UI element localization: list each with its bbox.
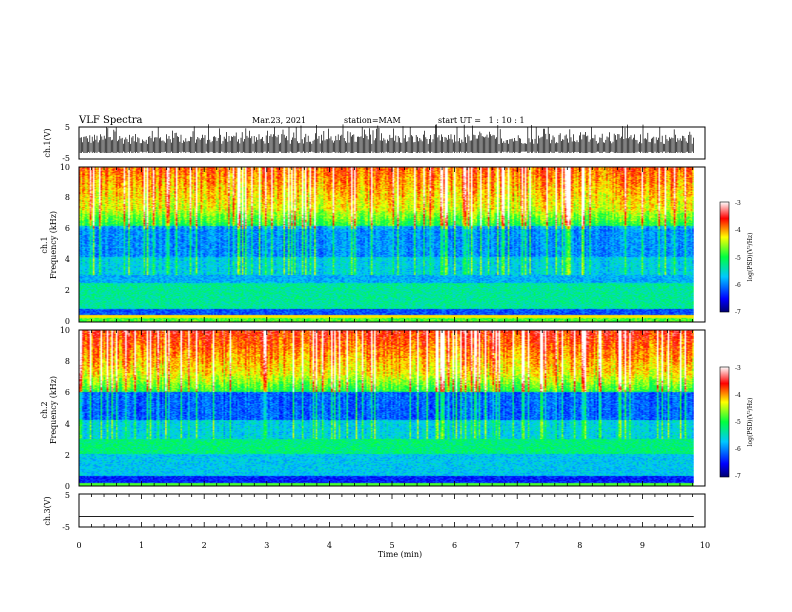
ch2-ytick-8: 8 xyxy=(65,357,70,366)
ch2-spectrogram-panel: 0 2 4 6 8 10 ch.2 Frequency (kHz) -3 -4 … xyxy=(40,326,754,491)
ch1-waveform-spikes xyxy=(78,124,694,153)
ch2-colorbar-tick-m4: -4 xyxy=(735,392,741,399)
ch3-waveform-ytick-bottom: -5 xyxy=(62,523,70,532)
x-tick-label: 5 xyxy=(389,541,394,550)
ch1-ytick-4: 4 xyxy=(65,255,70,264)
ch2-ytick-4: 4 xyxy=(65,420,70,429)
x-tick-label: 8 xyxy=(577,541,582,550)
ch1-frequency-label: Frequency (kHz) xyxy=(49,211,58,279)
ch1-colorbar-tick-m3: -3 xyxy=(735,200,741,207)
ch3-waveform-ylabel: ch.3(V) xyxy=(43,496,52,525)
ch1-channel-label: ch.1 xyxy=(40,236,49,253)
x-tick-label: 4 xyxy=(327,541,332,550)
ch1-colorbar-tick-m4: -4 xyxy=(735,227,741,234)
ch2-colorbar-tick-m3: -3 xyxy=(735,365,741,372)
x-axis-tick-labels: 0 1 2 3 4 5 6 7 8 9 10 xyxy=(76,541,710,550)
ch2-channel-label: ch.2 xyxy=(40,401,49,418)
x-tick-label: 6 xyxy=(452,541,457,550)
ch2-colorbar-tick-m6: -6 xyxy=(735,446,741,453)
ch1-ytick-0: 0 xyxy=(65,317,70,326)
ch1-ytick-10: 10 xyxy=(60,163,70,172)
x-tick-label: 2 xyxy=(202,541,207,550)
ch1-waveform-panel: 5 -5 ch.1(V) xyxy=(43,123,706,163)
ch1-colorbar-tick-m7: -7 xyxy=(735,309,741,316)
ch2-frequency-label: Frequency (kHz) xyxy=(49,376,58,444)
station-label: station=MAM xyxy=(344,116,401,125)
ch1-ytick-2: 2 xyxy=(65,286,70,295)
ch1-colorbar-label: log(PSD)(V²/Hz) xyxy=(747,233,754,282)
ch2-ytick-0: 0 xyxy=(65,482,70,491)
ch1-spectrogram-image xyxy=(79,167,694,322)
ch2-ytick-2: 2 xyxy=(65,451,70,460)
ch1-colorbar-tick-m6: -6 xyxy=(735,282,741,289)
ch1-colorbar xyxy=(719,201,730,313)
ch2-colorbar xyxy=(719,366,730,478)
ch2-colorbar-label: log(PSD)(V²/Hz) xyxy=(747,398,754,447)
ch2-colorbar-tick-m5: -5 xyxy=(735,419,741,426)
ch1-waveform-trace xyxy=(78,124,694,153)
ch1-waveform-ytick-bottom: -5 xyxy=(62,154,70,163)
ch2-spectrogram-image xyxy=(79,330,694,486)
ch1-colorbar-tick-m5: -5 xyxy=(735,255,741,262)
ch1-spectrogram-panel: 0 2 4 6 8 10 ch.1 Frequency (kHz) -3 -4 … xyxy=(40,163,754,326)
chart-title: VLF Spectra xyxy=(78,115,143,126)
start-time-label: start UT = 1 : 10 : 1 xyxy=(438,116,525,125)
ch1-waveform-ylabel: ch.1(V) xyxy=(43,128,52,157)
ch2-ytick-6: 6 xyxy=(65,388,70,397)
date-label: Mar.23, 2021 xyxy=(252,116,306,125)
ch3-waveform-panel: 5 -5 ch.3(V) xyxy=(43,491,706,532)
x-axis-label: Time (min) xyxy=(378,550,422,559)
x-tick-label: 10 xyxy=(700,541,710,550)
x-tick-label: 1 xyxy=(139,541,144,550)
ch1-ytick-8: 8 xyxy=(65,193,70,202)
x-tick-label: 9 xyxy=(640,541,645,550)
x-tick-label: 0 xyxy=(76,541,81,550)
ch1-waveform-ytick-top: 5 xyxy=(65,123,70,132)
ch2-ytick-10: 10 xyxy=(60,326,70,335)
x-tick-label: 7 xyxy=(515,541,520,550)
ch2-colorbar-tick-m7: -7 xyxy=(735,473,741,480)
ch3-waveform-ytick-top: 5 xyxy=(65,491,70,500)
x-tick-label: 3 xyxy=(264,541,269,550)
ch1-ytick-6: 6 xyxy=(65,224,70,233)
